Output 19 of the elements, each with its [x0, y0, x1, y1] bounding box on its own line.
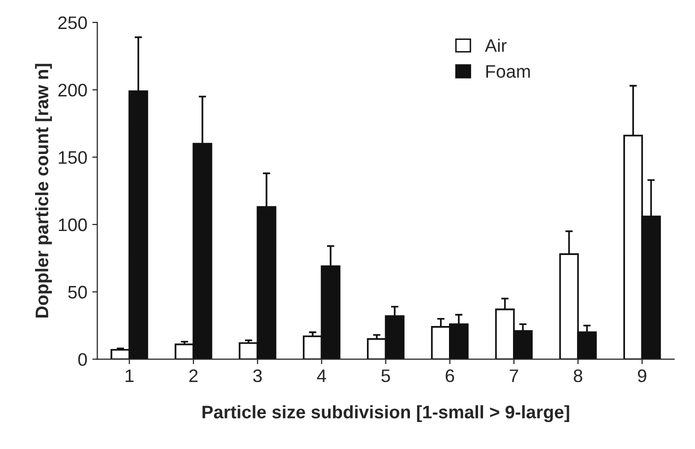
x-tick-label: 8 [574, 369, 582, 382]
x-tick-label: 9 [638, 369, 646, 382]
y-tick-label: 0 [78, 353, 87, 366]
x-tick-label: 5 [381, 370, 390, 382]
y-tick-label: 100 [58, 218, 87, 232]
x-tick-label: 6 [446, 369, 454, 382]
legend-label: Air [484, 38, 507, 52]
y-tick-label: 50 [68, 286, 87, 299]
y-axis-title: Doppler particle count [raw n] [35, 64, 52, 318]
x-tick-label: 3 [253, 369, 262, 382]
x-tick-label: 7 [510, 370, 518, 382]
y-tick-label: 150 [58, 151, 87, 164]
x-tick-label: 4 [317, 370, 326, 382]
x-axis-title: Particle size subdivision [1-small > 9-large] [202, 405, 570, 422]
x-tick-label: 1 [126, 370, 134, 382]
legend-label: Foam [486, 65, 530, 78]
x-tick-label: 2 [189, 369, 198, 382]
y-tick-label: 200 [58, 84, 87, 97]
y-tick-label: 250 [58, 16, 87, 30]
